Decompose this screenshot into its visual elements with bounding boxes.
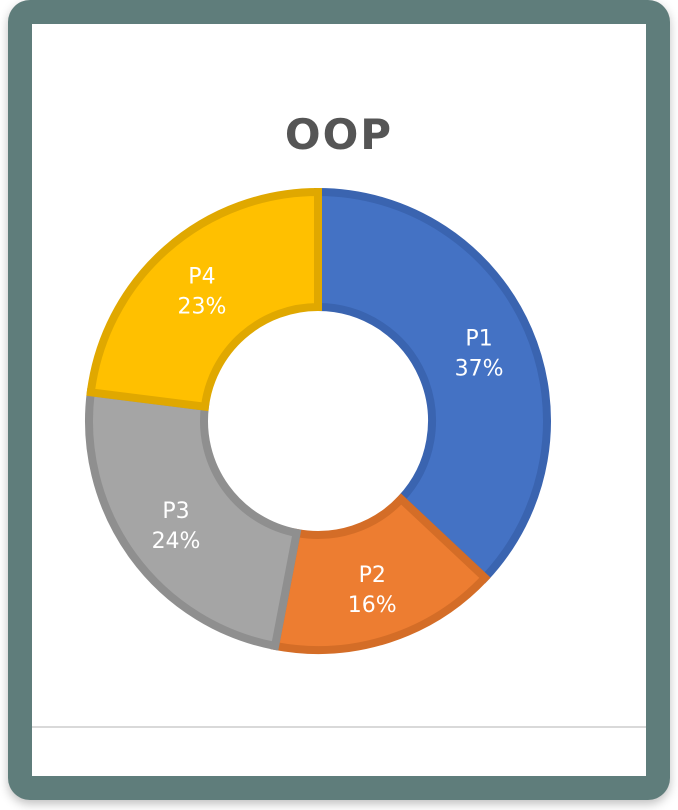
slice-value-p2: 16% [348,593,397,618]
slice-label-p1: P1 [465,326,492,351]
donut-slices [85,187,551,654]
slice-value-p3: 24% [152,529,201,554]
slice-p3 [85,387,302,651]
chart-card: OOP P1 37% P2 16% P3 24% P4 23% [8,0,670,800]
slice-label-p4: P4 [188,264,215,289]
slice-label-p3: P3 [162,499,189,524]
slice-p4 [86,187,322,412]
slice-p1 [314,187,551,584]
donut-labels: P1 37% P2 16% P3 24% P4 23% [152,264,504,618]
chart-title: OOP [284,110,394,159]
chart-area: OOP P1 37% P2 16% P3 24% P4 23% [32,24,646,776]
slice-label-p2: P2 [359,563,386,588]
donut-chart: P1 37% P2 16% P3 24% P4 23% [85,187,551,654]
bottom-divider [32,726,646,728]
slice-p2 [270,493,491,654]
slice-value-p4: 23% [177,294,226,319]
slice-value-p1: 37% [455,356,504,381]
